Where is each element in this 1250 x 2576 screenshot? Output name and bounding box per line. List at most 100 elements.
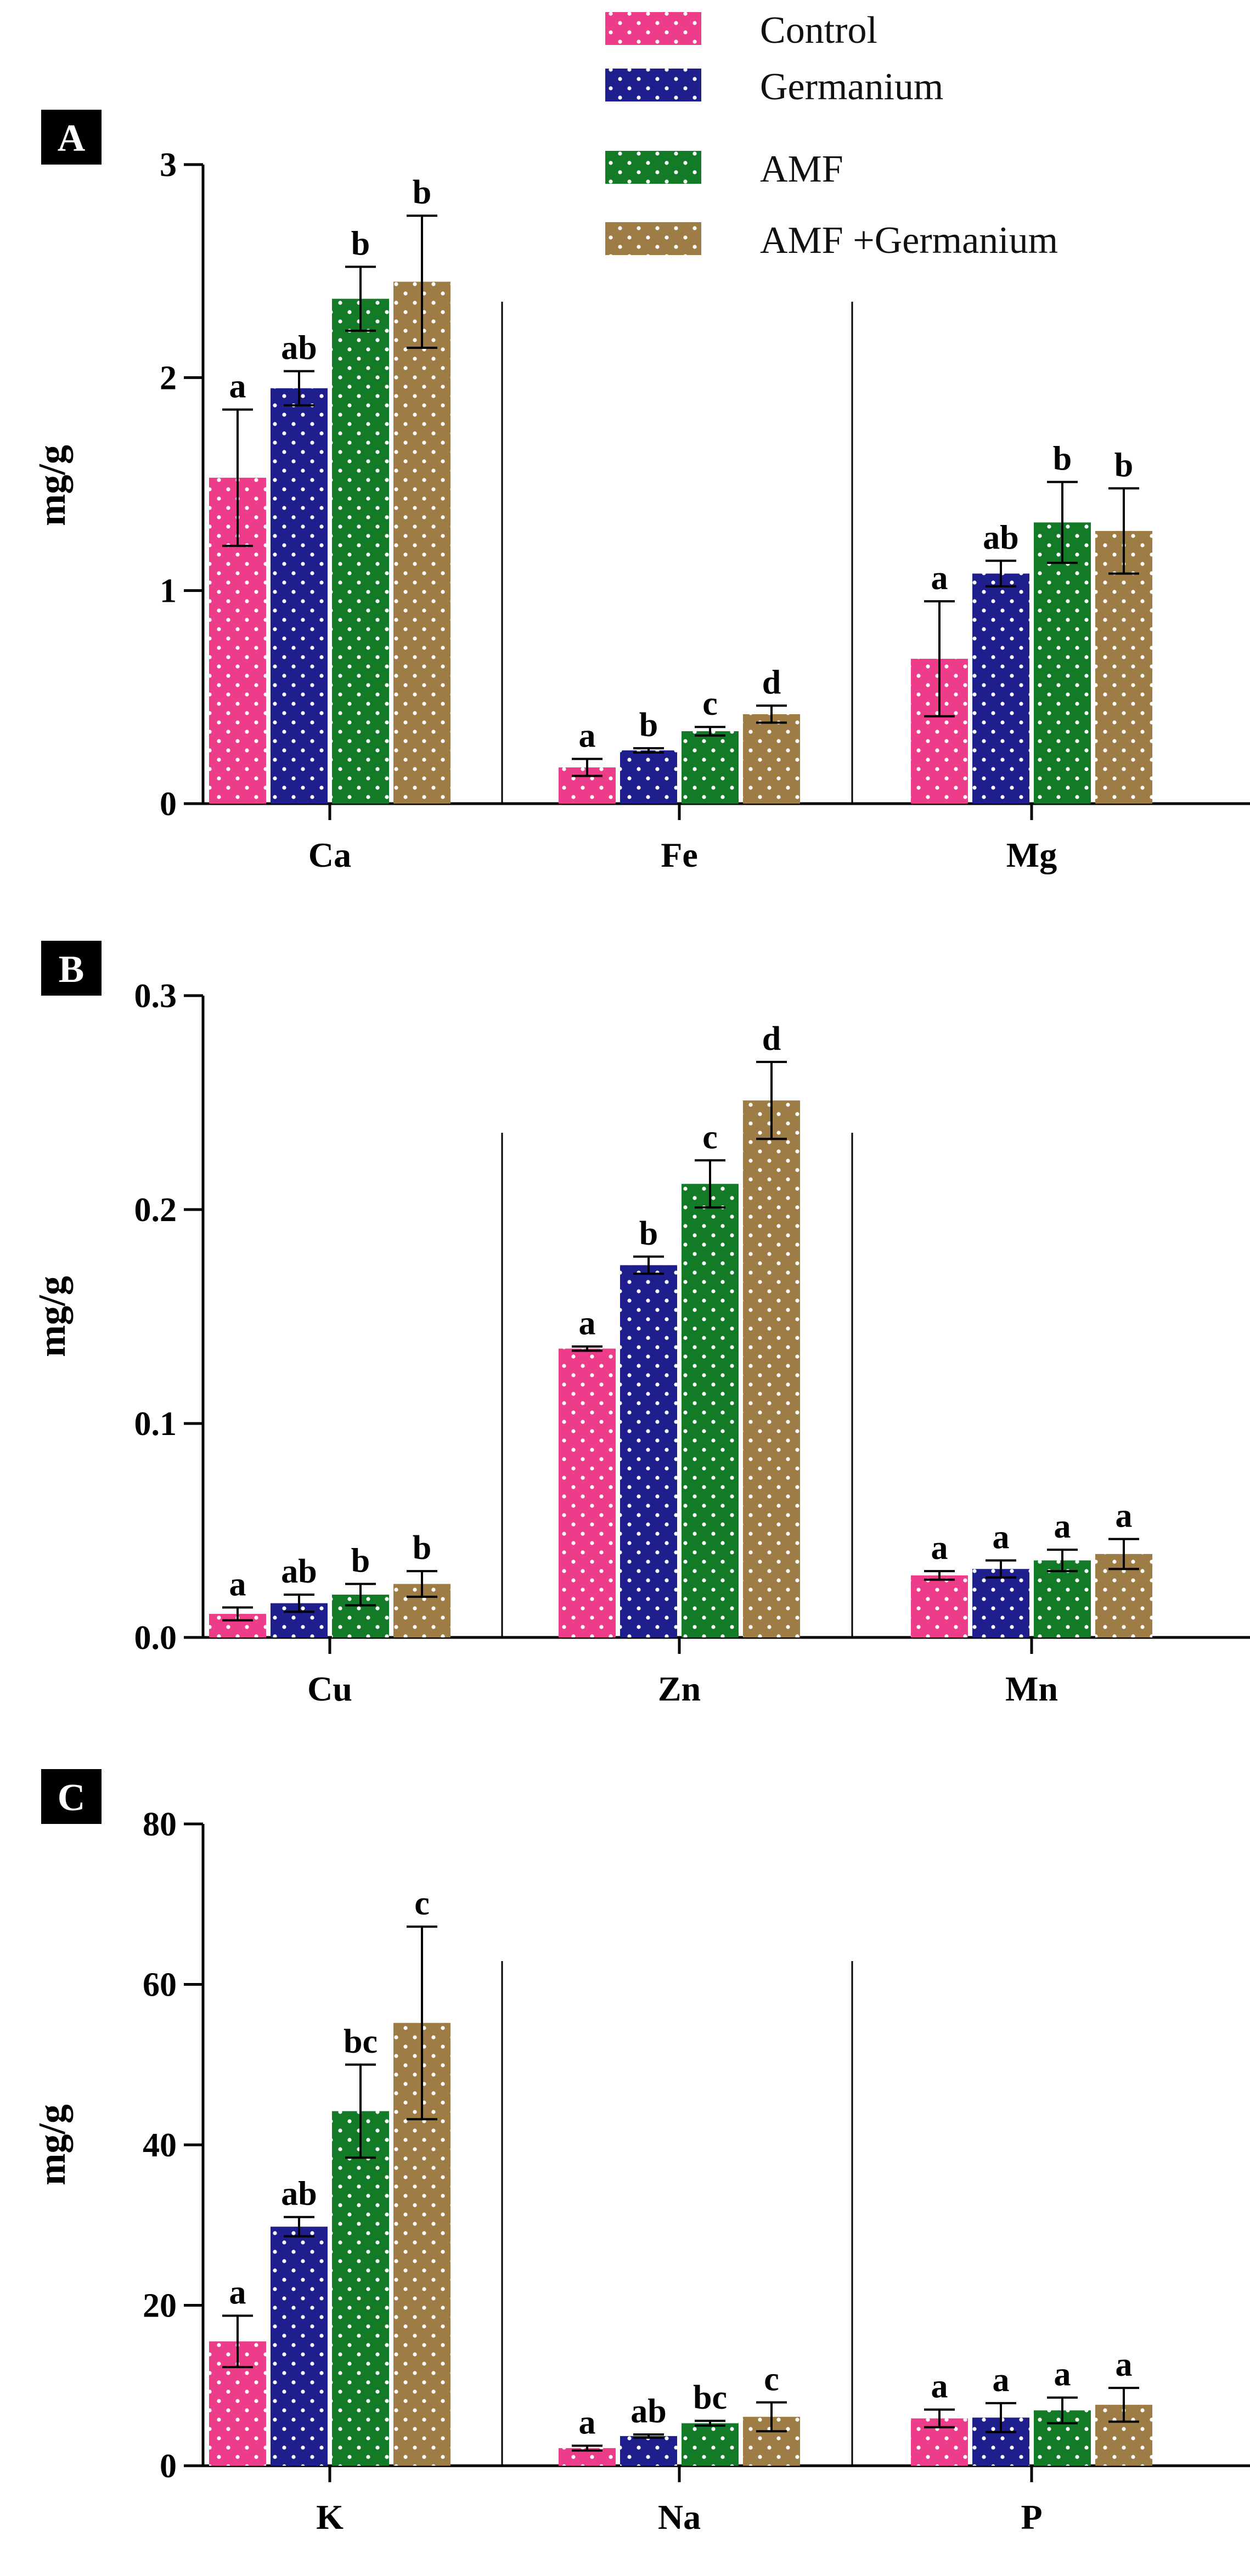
error-bar	[924, 1570, 955, 1581]
x-category-label: Cu	[307, 1669, 352, 1708]
y-tick-label: 3	[160, 146, 177, 184]
bar-dot-overlay	[682, 2423, 739, 2466]
significance-letter: c	[764, 2360, 779, 2398]
significance-letter: a	[229, 1566, 246, 1603]
significance-letter: a	[579, 1305, 596, 1342]
y-axis-label: mg/g	[31, 445, 74, 526]
error-bar	[1047, 481, 1078, 564]
error-bar	[1047, 1549, 1078, 1573]
error-bar	[572, 758, 603, 777]
significance-letter: bc	[344, 2023, 378, 2060]
significance-letter: b	[351, 1543, 370, 1580]
bar-dot-overlay	[1034, 522, 1091, 804]
legend-label-amf-germanium: AMF +Germanium	[760, 219, 1058, 262]
error-bar	[695, 1159, 725, 1209]
error-bar	[633, 2433, 664, 2439]
significance-letter: c	[702, 1118, 718, 1156]
legend-label-control: Control	[760, 9, 877, 52]
significance-letter: a	[1054, 1508, 1071, 1545]
error-bar	[345, 2063, 376, 2159]
significance-letter: d	[762, 664, 781, 701]
significance-letter: ab	[281, 2176, 317, 2213]
error-bar	[1108, 487, 1139, 575]
significance-letter: ab	[983, 519, 1018, 556]
significance-letter: a	[229, 368, 246, 405]
significance-letter: a	[1116, 1498, 1133, 1535]
y-axis-label: mg/g	[31, 2104, 74, 2185]
legend-item-amf-germanium: AMF +Germanium	[605, 219, 1058, 262]
bar-dot-overlay	[620, 2436, 677, 2466]
y-tick-label: 40	[143, 2127, 177, 2164]
significance-letter: b	[413, 174, 431, 211]
error-bar	[284, 2216, 314, 2238]
bar-dot-overlay	[271, 388, 328, 804]
error-bar	[986, 2402, 1016, 2433]
significance-letter: a	[579, 717, 596, 754]
error-bar	[633, 747, 664, 754]
error-bar	[572, 2444, 603, 2452]
legend-label-amf: AMF	[760, 148, 843, 190]
significance-letter: ab	[630, 2393, 666, 2430]
significance-letter: b	[351, 225, 370, 262]
error-bar	[345, 1583, 376, 1607]
error-bar	[407, 1570, 437, 1598]
significance-letter: b	[639, 1215, 658, 1252]
significance-letter: bc	[693, 2379, 727, 2416]
error-bar	[407, 1925, 437, 2121]
panel-letter: C	[58, 1777, 86, 1819]
significance-letter: a	[993, 1519, 1010, 1556]
bar-dot-overlay	[271, 2227, 328, 2466]
legend-item-control: Control	[605, 9, 877, 52]
bar-dot-overlay	[682, 731, 739, 804]
significance-letter: a	[229, 2274, 246, 2312]
bar-dot-overlay	[332, 2111, 389, 2466]
legend-item-amf: AMF	[605, 148, 843, 190]
y-tick-label: 20	[143, 2287, 177, 2325]
error-bar	[924, 2408, 955, 2428]
y-tick-label: 0.0	[134, 1619, 177, 1657]
significance-letter: c	[702, 685, 718, 722]
panel-letter-box	[41, 941, 102, 996]
significance-letter: a	[1054, 2356, 1071, 2393]
error-bar	[222, 1606, 253, 1622]
bar-dot-overlay	[1095, 530, 1152, 804]
significance-letter: ab	[281, 1553, 317, 1590]
x-category-label: Mn	[1005, 1669, 1058, 1708]
significance-letter: a	[931, 1529, 948, 1567]
bar-dot-overlay	[743, 714, 800, 804]
y-tick-label: 0	[160, 786, 177, 823]
significance-letter: d	[762, 1020, 781, 1058]
bar-dot-overlay	[393, 281, 451, 804]
bar-dot-overlay	[559, 1348, 616, 1637]
x-category-label: Fe	[661, 835, 698, 874]
error-bar	[695, 726, 725, 737]
error-bar	[572, 1345, 603, 1352]
error-bar	[756, 704, 787, 724]
y-tick-label: 2	[160, 359, 177, 397]
significance-letter: a	[931, 560, 948, 597]
legend-label-germanium: Germanium	[760, 66, 943, 108]
error-bar	[1108, 1538, 1139, 1571]
error-bar	[222, 408, 253, 547]
significance-letter: b	[1053, 440, 1072, 478]
legend: Control Germanium AMF AMF +Germanium	[605, 9, 1058, 262]
legend-item-germanium: Germanium	[605, 66, 943, 108]
error-bar	[1047, 2396, 1078, 2425]
panel-letter: A	[58, 117, 86, 160]
error-bar	[695, 2420, 725, 2427]
significance-letter: a	[1116, 2346, 1133, 2383]
error-bar	[222, 2314, 253, 2369]
y-tick-label: 0.3	[134, 978, 177, 1015]
bar-dot-overlay	[972, 1569, 1029, 1637]
x-category-label: Na	[658, 2498, 701, 2537]
bar-dot-overlay	[911, 1575, 968, 1637]
y-tick-label: 1	[160, 573, 177, 610]
bar-dot-overlay	[620, 1265, 677, 1637]
error-bar	[284, 370, 314, 406]
bar-dot-overlay	[682, 1184, 739, 1637]
x-category-label: Ca	[308, 835, 351, 874]
